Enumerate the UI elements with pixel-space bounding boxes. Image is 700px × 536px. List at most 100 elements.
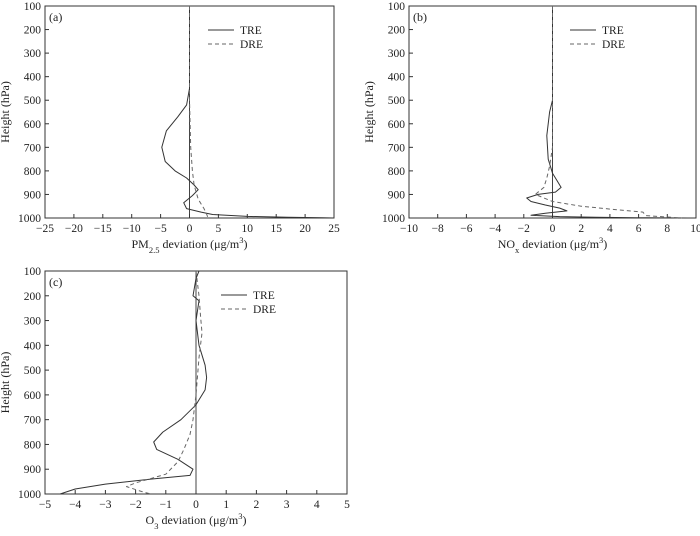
x-tick-label: −5 — [154, 223, 166, 235]
x-axis-title-sup: 3 — [599, 235, 603, 245]
x-tick-label: −4 — [69, 499, 81, 511]
series-line-dre — [534, 6, 682, 219]
x-tick-label: 5 — [344, 499, 350, 511]
x-axis-title-close: ) — [603, 237, 607, 251]
chart-panel-a: −25 −20 −15 −10 −5 0 5 10 15 20 25 100 200 300 400 500 6… — [0, 1, 340, 255]
x-axis-title-sup: 3 — [238, 511, 242, 521]
x-tick-label: 4 — [314, 499, 320, 511]
x-tick-label: −25 — [36, 223, 54, 235]
y-tick-label: 200 — [24, 25, 42, 37]
y-tick-label: 500 — [24, 95, 42, 107]
y-tick-label: 1000 — [18, 489, 41, 501]
x-tick-label: −10 — [400, 223, 418, 235]
chart-panel-c: −5 −4 −3 −2 −1 0 1 2 3 4 5 100 200 300 400 500 600 700 800… — [0, 266, 350, 531]
x-tick-label: 2 — [254, 499, 260, 511]
legend-label-tre: TRE — [253, 290, 275, 302]
y-tick-label: 1000 — [18, 213, 41, 225]
y-tick-label: 600 — [388, 119, 406, 131]
y-axis-title: Height (hPa) — [0, 352, 12, 414]
y-tick-label: 200 — [24, 291, 42, 303]
panel-label: (a) — [49, 10, 62, 24]
y-tick-label: 600 — [24, 119, 42, 131]
x-tick-label: −20 — [65, 223, 83, 235]
y-tick-label: 100 — [24, 266, 42, 278]
x-axis-title-sub: x — [515, 245, 520, 255]
y-tick-label: 800 — [24, 439, 42, 451]
y-tick-label: 800 — [388, 166, 406, 178]
y-tick-label: 200 — [388, 25, 406, 37]
y-tick-label: 700 — [388, 142, 406, 154]
x-tick-label: 25 — [328, 223, 340, 235]
x-tick-label: −2 — [518, 223, 530, 235]
y-tick-label: 900 — [24, 464, 42, 476]
y-tick-label: 400 — [24, 340, 42, 352]
x-tick-label: −6 — [460, 223, 472, 235]
panel-label: (c) — [49, 275, 62, 289]
x-tick-label: −3 — [99, 499, 111, 511]
y-tick-label: 500 — [388, 95, 406, 107]
x-axis-title-close: ) — [243, 237, 247, 251]
x-tick-label: 0 — [193, 499, 199, 511]
y-tick-label: 600 — [24, 390, 42, 402]
y-tick-label: 100 — [24, 1, 42, 13]
x-tick-label: −10 — [123, 223, 141, 235]
legend-label-dre: DRE — [240, 39, 263, 51]
x-tick-label: 0 — [550, 223, 556, 235]
x-tick-label: 3 — [284, 499, 290, 511]
y-tick-label: 400 — [388, 72, 406, 84]
x-tick-label: −4 — [489, 223, 501, 235]
panel-label: (b) — [413, 10, 427, 24]
x-tick-label: 4 — [607, 223, 613, 235]
x-tick-label: −15 — [94, 223, 112, 235]
x-tick-label: 1 — [223, 499, 229, 511]
x-axis-title-prefix: O — [146, 513, 155, 527]
x-tick-label: 0 — [187, 223, 193, 235]
legend-label-dre: DRE — [253, 304, 276, 316]
y-tick-label: 300 — [24, 48, 42, 60]
x-tick-label: −8 — [432, 223, 444, 235]
y-tick-label: 900 — [388, 189, 406, 201]
x-tick-label: 10 — [690, 223, 700, 235]
x-axis-title-sup: 3 — [239, 235, 243, 245]
legend-label-dre: DRE — [602, 39, 625, 51]
legend-label-tre: TRE — [602, 25, 624, 37]
y-tick-label: 500 — [24, 365, 42, 377]
y-axis-title: Height (hPa) — [0, 81, 12, 143]
x-axis-title-suffix: deviation (μg/m — [158, 513, 238, 527]
x-tick-label: 8 — [664, 223, 670, 235]
x-axis-title-prefix: PM — [132, 237, 150, 251]
series-line-tre — [59, 270, 208, 495]
x-tick-label: 5 — [216, 223, 222, 235]
x-tick-label: 2 — [578, 223, 584, 235]
y-tick-label: 800 — [24, 166, 42, 178]
legend-label-tre: TRE — [240, 25, 262, 37]
x-axis-title-suffix: deviation (μg/m — [519, 237, 599, 251]
series-line-dre — [126, 270, 203, 495]
x-axis-title: PM2.5 deviation (μg/m3) — [132, 235, 248, 255]
series-line-tre — [526, 6, 689, 219]
y-tick-label: 700 — [24, 142, 42, 154]
y-tick-label: 100 — [388, 1, 406, 13]
y-tick-label: 900 — [24, 189, 42, 201]
x-axis-title: NOx deviation (μg/m3) — [498, 235, 608, 255]
x-tick-label: −1 — [160, 499, 172, 511]
x-tick-label: 10 — [242, 223, 254, 235]
y-tick-label: 1000 — [382, 213, 405, 225]
x-tick-label: −5 — [39, 499, 51, 511]
y-tick-label: 400 — [24, 72, 42, 84]
series-line-dre — [189, 6, 209, 219]
x-tick-label: 15 — [270, 223, 282, 235]
x-axis-title-sub: 2.5 — [149, 245, 160, 255]
y-tick-label: 300 — [388, 48, 406, 60]
x-tick-label: −2 — [129, 499, 141, 511]
x-tick-label: 6 — [636, 223, 642, 235]
x-axis-title-close: ) — [242, 513, 246, 527]
x-axis-title-suffix: deviation (μg/m — [159, 237, 239, 251]
series-line-tre — [161, 6, 335, 219]
x-axis-title-prefix: NO — [498, 237, 516, 251]
x-axis-title: O3 deviation (μg/m3) — [146, 511, 247, 531]
y-axis-title: Height (hPa) — [362, 81, 376, 143]
y-tick-label: 300 — [24, 316, 42, 328]
x-axis-title-sub: 3 — [154, 521, 158, 531]
